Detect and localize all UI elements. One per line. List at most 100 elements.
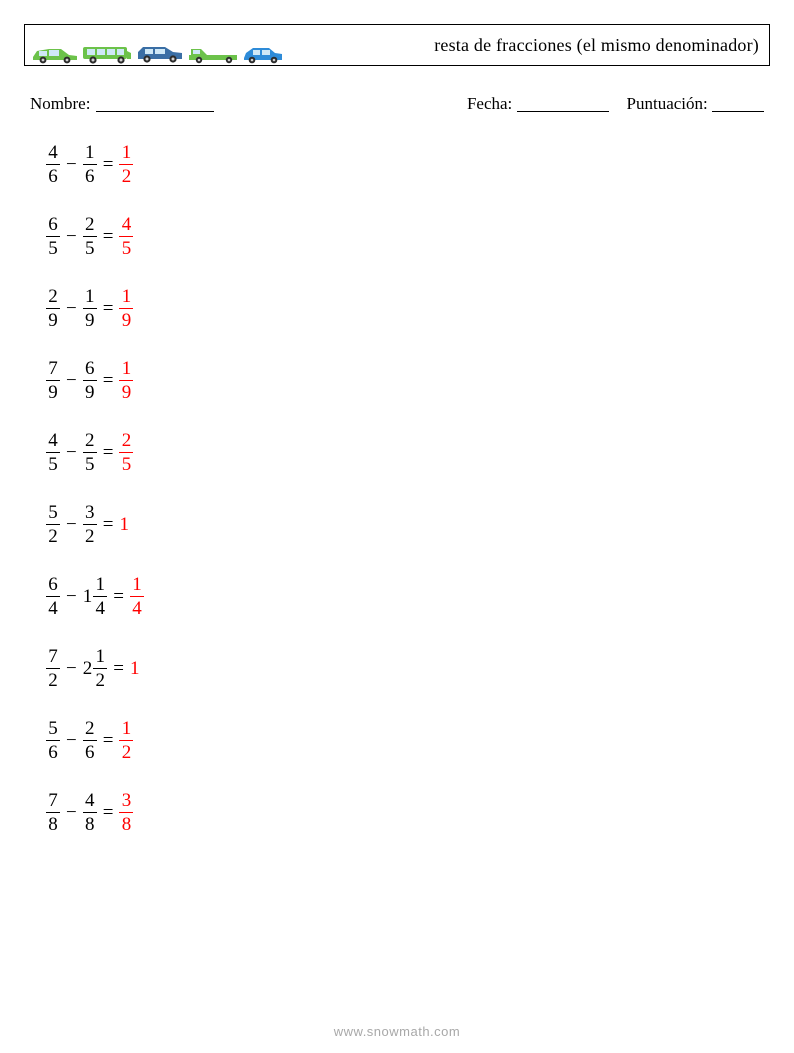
fraction-bar <box>119 164 133 165</box>
footer-url: www.snowmath.com <box>0 1024 794 1039</box>
worksheet-title: resta de fracciones (el mismo denominado… <box>434 35 759 56</box>
date-blank[interactable] <box>517 95 609 112</box>
fraction-numerator: 6 <box>46 574 60 595</box>
fraction: 72 <box>46 646 60 691</box>
fraction-bar <box>46 596 60 597</box>
minus-operator: − <box>60 299 83 318</box>
fraction: 48 <box>83 790 97 835</box>
fraction-numerator: 1 <box>83 286 97 307</box>
fraction-numerator: 2 <box>83 430 97 451</box>
answer: 1 <box>130 659 140 678</box>
date-field-group: Fecha: <box>467 92 609 114</box>
fraction-bar <box>119 236 133 237</box>
fraction-denominator: 5 <box>83 454 97 475</box>
fraction: 14 <box>130 574 144 619</box>
fraction-numerator: 2 <box>83 718 97 739</box>
answer: 19 <box>119 286 133 331</box>
fraction-bar <box>46 164 60 165</box>
fraction-numerator: 6 <box>46 214 60 235</box>
fraction-denominator: 5 <box>46 454 60 475</box>
answer-integer: 1 <box>119 515 129 534</box>
fraction-denominator: 6 <box>83 742 97 763</box>
fraction-bar <box>83 380 97 381</box>
fraction-bar <box>46 668 60 669</box>
fraction-bar <box>119 380 133 381</box>
fraction-denominator: 9 <box>83 382 97 403</box>
fraction-denominator: 5 <box>120 454 134 475</box>
car-icon <box>31 41 79 65</box>
header-box: resta de fracciones (el mismo denominado… <box>24 24 770 66</box>
fraction-numerator: 3 <box>83 502 97 523</box>
fraction-numerator: 4 <box>46 142 60 163</box>
fraction-bar <box>93 596 107 597</box>
fraction-bar <box>46 380 60 381</box>
fraction: 32 <box>83 502 97 547</box>
fraction-bar <box>46 740 60 741</box>
answer: 14 <box>130 574 144 619</box>
mixed-whole: 2 <box>83 659 93 678</box>
fraction: 65 <box>46 214 60 259</box>
fraction-bar <box>119 740 133 741</box>
fraction-numerator: 4 <box>120 214 134 235</box>
minus-operator: − <box>60 227 83 246</box>
fraction-denominator: 5 <box>120 238 134 259</box>
problem-row: 64−114=14 <box>46 574 770 619</box>
fraction-numerator: 7 <box>46 358 60 379</box>
fraction-denominator: 2 <box>93 670 107 691</box>
car-icon <box>135 39 185 65</box>
fraction-bar <box>83 164 97 165</box>
fraction: 19 <box>119 286 133 331</box>
fraction-numerator: 1 <box>120 718 134 739</box>
equals-operator: = <box>97 227 120 246</box>
fraction-denominator: 8 <box>120 814 134 835</box>
fraction-numerator: 5 <box>46 502 60 523</box>
fraction-numerator: 5 <box>46 718 60 739</box>
fraction-bar <box>93 668 107 669</box>
problem-row: 65−25=45 <box>46 214 770 259</box>
answer: 12 <box>119 718 133 763</box>
fraction: 19 <box>83 286 97 331</box>
name-blank[interactable] <box>96 95 214 112</box>
fraction: 45 <box>46 430 60 475</box>
fraction-numerator: 1 <box>93 646 107 667</box>
fraction-numerator: 2 <box>120 430 134 451</box>
fraction-denominator: 8 <box>46 814 60 835</box>
fraction-denominator: 2 <box>120 166 134 187</box>
equals-operator: = <box>97 803 120 822</box>
equals-operator: = <box>107 587 130 606</box>
fraction: 19 <box>119 358 133 403</box>
minus-operator: − <box>60 731 83 750</box>
fraction-bar <box>119 308 133 309</box>
fraction: 56 <box>46 718 60 763</box>
fraction: 25 <box>119 430 133 475</box>
fraction-denominator: 6 <box>46 742 60 763</box>
fraction-numerator: 1 <box>83 142 97 163</box>
fraction-numerator: 7 <box>46 790 60 811</box>
fraction: 12 <box>119 142 133 187</box>
fraction-bar <box>83 236 97 237</box>
equals-operator: = <box>97 515 120 534</box>
fraction: 79 <box>46 358 60 403</box>
fraction: 78 <box>46 790 60 835</box>
equals-operator: = <box>97 371 120 390</box>
fraction: 25 <box>83 214 97 259</box>
score-blank[interactable] <box>712 95 764 112</box>
answer: 12 <box>119 142 133 187</box>
fraction-denominator: 5 <box>83 238 97 259</box>
fraction-denominator: 6 <box>46 166 60 187</box>
fraction-bar <box>119 812 133 813</box>
fraction: 29 <box>46 286 60 331</box>
mixed-whole: 1 <box>83 587 93 606</box>
fraction-numerator: 1 <box>120 142 134 163</box>
problem-row: 78−48=38 <box>46 790 770 835</box>
fraction: 25 <box>83 430 97 475</box>
fraction: 26 <box>83 718 97 763</box>
problems-list: 46−16=1265−25=4529−19=1979−69=1945−25=25… <box>46 142 770 835</box>
minus-operator: − <box>60 587 83 606</box>
minus-operator: − <box>60 443 83 462</box>
fraction-bar <box>83 308 97 309</box>
fraction-denominator: 9 <box>83 310 97 331</box>
problem-row: 46−16=12 <box>46 142 770 187</box>
fraction-denominator: 4 <box>93 598 107 619</box>
equals-operator: = <box>97 731 120 750</box>
